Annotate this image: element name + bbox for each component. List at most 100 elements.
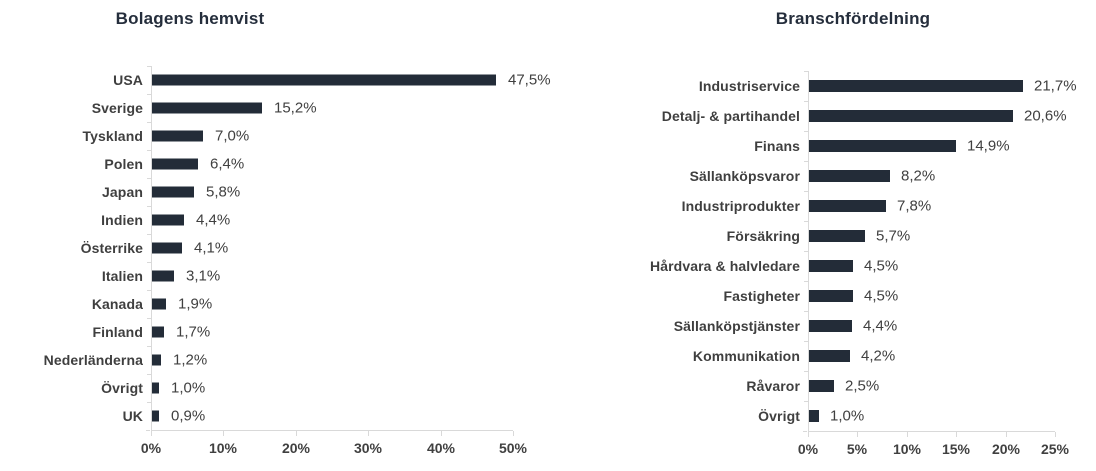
value-label: 4,1% <box>194 239 229 257</box>
chart-bolagens-hemvist: Bolagens hemvist USA 47,5% Sverige 15,2% Tys… <box>0 9 551 456</box>
bar <box>809 350 850 362</box>
axis-tick <box>296 431 297 436</box>
bar-track: 20,6% <box>804 101 1067 131</box>
value-label: 4,4% <box>196 211 231 229</box>
axis-tick-label: 40% <box>426 440 456 456</box>
bar-row: Finans 14,9% <box>548 131 1096 161</box>
value-label: 1,9% <box>178 295 213 313</box>
axis-tick-label: 0% <box>797 441 819 457</box>
axis-tick-label: 50% <box>498 440 528 456</box>
bar <box>809 260 853 272</box>
bar-row: Råvaror 2,5% <box>548 371 1096 401</box>
bar <box>809 140 956 152</box>
axis-tick-label: 25% <box>1040 441 1070 457</box>
axis-tick <box>857 432 858 437</box>
axis-tick-label: 10% <box>892 441 922 457</box>
category-label: Indien <box>101 212 143 228</box>
bar-track: 4,4% <box>147 206 513 234</box>
axis-tick-label: 20% <box>991 441 1021 457</box>
axis-tick <box>1006 432 1007 437</box>
bar-row: Industriservice 21,7% <box>548 71 1096 101</box>
axis-tick <box>223 431 224 436</box>
bar <box>152 102 262 114</box>
bar-track: 1,7% <box>147 318 513 346</box>
value-label: 14,9% <box>967 137 1010 155</box>
bar <box>809 80 1023 92</box>
axis-tick <box>368 431 369 436</box>
bar-track: 21,7% <box>804 71 1077 101</box>
axis-tick-label: 15% <box>941 441 971 457</box>
axis-tick <box>441 431 442 436</box>
category-label: Nederländerna <box>43 352 143 368</box>
bar <box>809 230 865 242</box>
category-label: Försäkring <box>726 228 800 244</box>
bar-track: 7,8% <box>804 191 1055 221</box>
bar-row: Sällanköpstjänster 4,4% <box>548 311 1096 341</box>
axis-tick <box>808 432 809 437</box>
bar-track: 1,0% <box>804 401 1055 431</box>
bar-row: Övrigt 1,0% <box>0 374 548 402</box>
bar <box>152 130 203 142</box>
category-label: Övrigt <box>758 408 800 424</box>
category-label: Kanada <box>91 296 143 312</box>
category-label: Tyskland <box>82 128 143 144</box>
value-label: 7,8% <box>897 197 932 215</box>
bar <box>152 242 182 254</box>
value-label: 2,5% <box>845 377 880 395</box>
category-label: Industriservice <box>698 78 800 94</box>
category-label: UK <box>122 408 143 424</box>
category-label: Råvaror <box>746 378 800 394</box>
bar <box>152 270 174 282</box>
bar-row: Försäkring 5,7% <box>548 221 1096 251</box>
bar-track: 0,9% <box>147 402 513 430</box>
bar <box>809 410 819 422</box>
value-label: 20,6% <box>1024 107 1067 125</box>
bar <box>152 410 159 422</box>
value-label: 15,2% <box>274 99 317 117</box>
bar-track: 4,4% <box>804 311 1055 341</box>
bar-row: USA 47,5% <box>0 66 551 94</box>
bar-track: 2,5% <box>804 371 1055 401</box>
value-label: 0,9% <box>171 407 206 425</box>
bar-track: 47,5% <box>147 66 551 94</box>
value-label: 21,7% <box>1034 77 1077 95</box>
chart-title: Bolagens hemvist <box>115 9 265 28</box>
category-label: Detalj- & partihandel <box>661 108 800 124</box>
category-label: Finans <box>754 138 800 154</box>
value-label: 1,7% <box>176 323 211 341</box>
bar-track: 1,9% <box>147 290 513 318</box>
value-label: 3,1% <box>186 267 221 285</box>
bar-row: Detalj- & partihandel 20,6% <box>548 101 1096 131</box>
bar-row: Tyskland 7,0% <box>0 122 548 150</box>
bar <box>152 214 184 226</box>
value-label: 1,2% <box>173 351 208 369</box>
bar-row: Nederländerna 1,2% <box>0 346 548 374</box>
bar-track: 8,2% <box>804 161 1055 191</box>
bar <box>809 320 852 332</box>
bar <box>809 110 1013 122</box>
bar-row: Kanada 1,9% <box>0 290 548 318</box>
category-label: USA <box>113 72 143 88</box>
bar-track: 4,5% <box>804 251 1055 281</box>
bar-track: 5,7% <box>804 221 1055 251</box>
bar-row: Indien 4,4% <box>0 206 548 234</box>
x-axis: 0% 5% 10% 15% 20% 25% <box>798 431 1069 457</box>
bar <box>152 354 161 366</box>
bar-row: Österrike 4,1% <box>0 234 548 262</box>
value-label: 47,5% <box>508 71 551 89</box>
axis-tick-label: 0% <box>140 440 162 456</box>
value-label: 8,2% <box>901 167 936 185</box>
bar-row: Finland 1,7% <box>0 318 548 346</box>
bar-row: Kommunikation 4,2% <box>548 341 1096 371</box>
bar-row: Polen 6,4% <box>0 150 548 178</box>
category-label: Industriprodukter <box>681 198 800 214</box>
value-label: 5,8% <box>206 183 241 201</box>
bar-row: Japan 5,8% <box>0 178 548 206</box>
bar <box>809 200 886 212</box>
category-label: Polen <box>104 156 143 172</box>
bar-track: 14,9% <box>804 131 1055 161</box>
bar-track: 4,1% <box>147 234 513 262</box>
bar <box>152 158 198 170</box>
category-label: Hårdvara & halvledare <box>650 258 800 274</box>
plot-area: Industriservice 21,7% Detalj- & partihande… <box>548 71 1096 457</box>
